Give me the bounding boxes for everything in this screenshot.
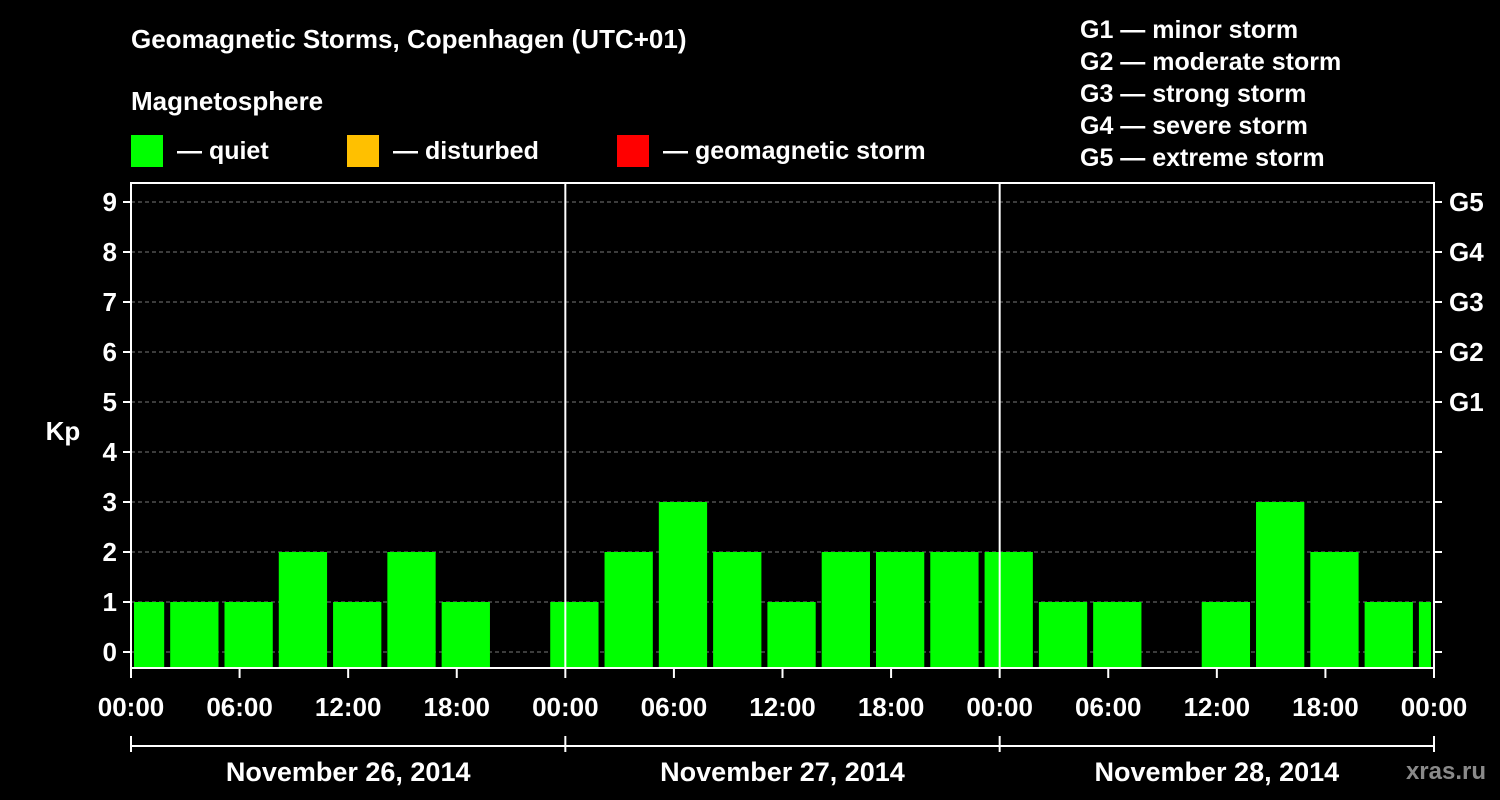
axis-labels: 0 1 2 3 4 5 6 7 8 9 G1 G2 G3 G4 G5 Kp 00:00 06:00 12:00 18:…: [46, 187, 1485, 787]
kp-bar: [1038, 602, 1088, 668]
y-tick-label: 9: [103, 187, 117, 217]
y-axis-label: Kp: [46, 416, 81, 446]
kp-bar: [1201, 602, 1251, 668]
g-level-5: G5 — extreme storm: [1080, 144, 1325, 172]
axes: [123, 182, 1442, 752]
x-tick-label: 18:00: [858, 692, 925, 722]
kp-bar: [984, 552, 1033, 668]
kp-bar: [1093, 602, 1142, 668]
watermark: xras.ru: [1405, 758, 1486, 785]
g-axis-label: G3: [1449, 287, 1484, 317]
x-tick-label: 00:00: [98, 692, 165, 722]
y-tick-label: 2: [103, 537, 117, 567]
g-level-1: G1 — minor storm: [1080, 16, 1299, 44]
kp-bar: [1256, 502, 1305, 668]
y-tick-label: 3: [103, 487, 117, 517]
x-tick-label: 00:00: [966, 692, 1033, 722]
g-axis-label: G1: [1449, 387, 1484, 417]
x-tick-label: 00:00: [532, 692, 599, 722]
kp-bars: [134, 502, 1431, 668]
chart-title: Geomagnetic Storms, Copenhagen (UTC+01): [131, 24, 687, 54]
x-tick-label: 12:00: [749, 692, 816, 722]
x-tick-label: 06:00: [641, 692, 708, 722]
legend-label-quiet: — quiet: [177, 136, 269, 165]
legend-title: Magnetosphere: [131, 86, 324, 116]
kp-bar: [333, 602, 382, 668]
kp-bar: [713, 552, 762, 668]
legend-swatch-disturbed: [347, 135, 379, 167]
kp-bar: [1310, 552, 1359, 668]
legend-quiet: — quiet: [131, 134, 269, 168]
g-axis-label: G2: [1449, 337, 1484, 367]
legend-label-disturbed: — disturbed: [393, 136, 539, 165]
day-label: November 28, 2014: [1095, 757, 1340, 787]
y-tick-label: 8: [103, 237, 117, 267]
legend-disturbed: — disturbed: [347, 134, 539, 168]
kp-bar: [658, 502, 708, 668]
kp-bar: [767, 602, 816, 668]
kp-bar: [278, 552, 328, 668]
legend-swatch-storm: [617, 135, 649, 167]
legend-swatch-quiet: [131, 135, 163, 167]
kp-bar: [387, 552, 436, 668]
x-tick-label: 00:00: [1401, 692, 1468, 722]
x-tick-label: 12:00: [1184, 692, 1251, 722]
kp-bar: [550, 602, 599, 668]
y-tick-label: 5: [103, 387, 117, 417]
y-tick-label: 1: [103, 587, 117, 617]
g-level-4: G4 — severe storm: [1080, 112, 1308, 140]
g-level-2: G2 — moderate storm: [1080, 48, 1342, 76]
kp-bar: [170, 602, 219, 668]
kp-bar: [930, 552, 979, 668]
kp-bar: [1364, 602, 1413, 668]
legend-label-storm: — geomagnetic storm: [663, 136, 926, 165]
x-tick-label: 12:00: [315, 692, 382, 722]
storm-level-legend: G1 — minor storm G2 — moderate storm G3 …: [1080, 14, 1341, 174]
g-axis-label: G5: [1449, 187, 1484, 217]
g-axis-label: G4: [1449, 237, 1484, 267]
y-tick-label: 0: [103, 637, 117, 667]
legend-storm: — geomagnetic storm: [617, 134, 926, 168]
kp-bar: [1418, 602, 1431, 668]
y-tick-label: 7: [103, 287, 117, 317]
kp-bar: [441, 602, 490, 668]
x-tick-label: 18:00: [1292, 692, 1359, 722]
g-level-3: G3 — strong storm: [1080, 80, 1307, 108]
kp-bar: [134, 602, 165, 668]
kp-bar: [224, 602, 273, 668]
y-tick-label: 6: [103, 337, 117, 367]
kp-bar: [821, 552, 870, 668]
x-tick-label: 06:00: [1075, 692, 1142, 722]
day-label: November 27, 2014: [660, 757, 905, 787]
y-tick-label: 4: [103, 437, 118, 467]
kp-bar: [604, 552, 653, 668]
x-tick-label: 18:00: [424, 692, 491, 722]
x-tick-label: 06:00: [206, 692, 273, 722]
day-label: November 26, 2014: [226, 757, 471, 787]
kp-bar: [875, 552, 925, 668]
